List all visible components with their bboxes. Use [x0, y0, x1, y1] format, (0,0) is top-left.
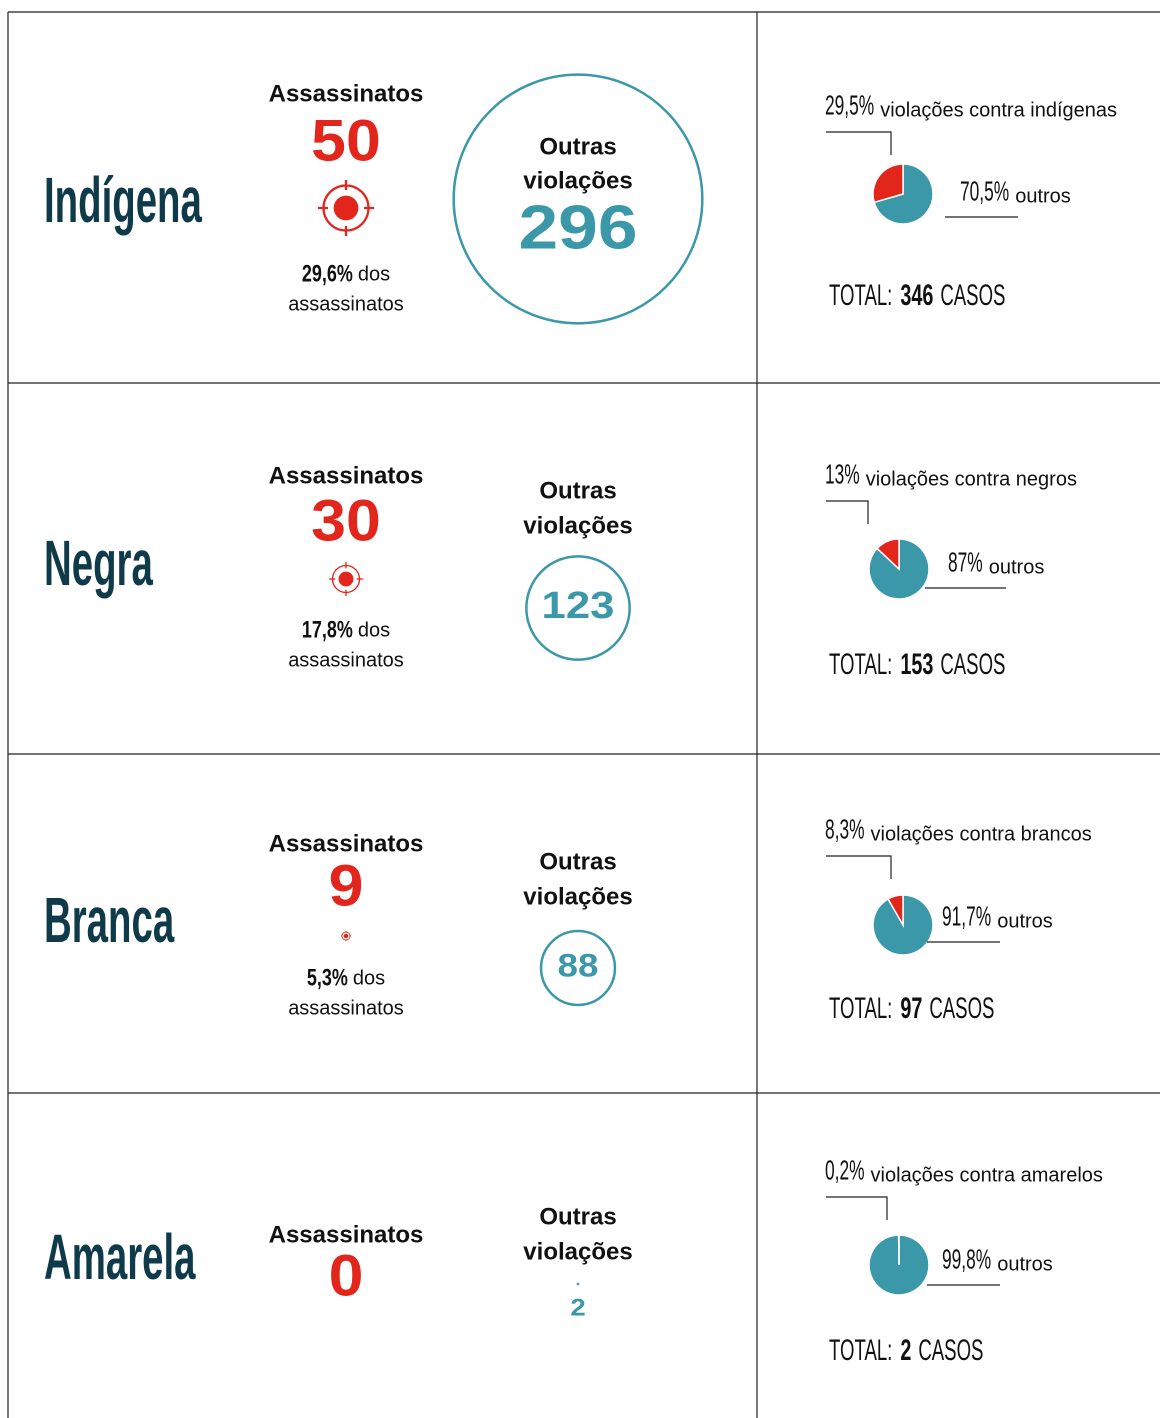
other-circle: [452, 73, 704, 325]
total-unit: CASOS: [918, 1333, 983, 1367]
icon-core: [333, 195, 359, 221]
murders-value: 9: [329, 852, 364, 917]
pie-rest-label: 70,5%: [960, 175, 1009, 206]
pie-slice-share: [887, 894, 904, 928]
icon-core: [338, 571, 354, 587]
murders-share-text: dos: [353, 967, 385, 989]
other-value: 2: [570, 1295, 585, 1321]
murders-share-text: assassinatos: [288, 997, 404, 1019]
murder-icon: [329, 562, 363, 596]
other-title: Outras: [539, 477, 616, 504]
pie-share-text: violações contra negros: [866, 468, 1077, 490]
pie-share-text: violações contra indígenas: [880, 99, 1117, 121]
murder-icon: [340, 930, 352, 942]
other-title: violações: [523, 1238, 632, 1265]
other-title: Outras: [539, 848, 616, 875]
other-title: violações: [523, 167, 632, 194]
pie-rest-text: outros: [997, 1253, 1053, 1275]
murders-title: Assassinatos: [269, 462, 424, 489]
other-circle: [576, 1282, 580, 1286]
total-value: 153: [900, 648, 933, 681]
other-value: 123: [542, 584, 615, 627]
murders-title: Assassinatos: [269, 80, 424, 107]
pie-rest-text: outros: [997, 910, 1053, 932]
other-title: violações: [523, 512, 632, 539]
murders-share: 29,6%: [302, 261, 353, 287]
murder-icon: [317, 179, 375, 237]
pie-share-label: 0,2%: [825, 1154, 865, 1185]
pie-share-label: 8,3%: [825, 813, 865, 844]
row-label: Amarela: [44, 1222, 196, 1294]
pie-share-label: 13%: [825, 458, 860, 489]
row-label: Indígena: [44, 165, 202, 237]
pie-share-text: violações contra brancos: [871, 823, 1092, 845]
pie-rest-text: outros: [1015, 185, 1071, 207]
total-value: 97: [900, 992, 922, 1025]
total-value: 346: [900, 279, 933, 312]
total-label: TOTAL:: [829, 1333, 892, 1367]
other-circle: [539, 929, 617, 1007]
row-label: Branca: [44, 885, 175, 957]
other-value: 88: [558, 949, 599, 984]
other-title: Outras: [539, 1203, 616, 1230]
pie-rest-label: 87%: [948, 546, 983, 577]
total-value: 2: [900, 1334, 911, 1367]
total-label: TOTAL:: [829, 647, 892, 681]
pie-share-text: violações contra amarelos: [871, 1164, 1103, 1186]
total-unit: CASOS: [940, 278, 1005, 312]
other-circle: [525, 555, 631, 661]
total-unit: CASOS: [940, 647, 1005, 681]
total-label: TOTAL:: [829, 278, 892, 312]
other-title: violações: [523, 883, 632, 910]
pie-share-label: 29,5%: [825, 89, 874, 120]
murders-share: 17,8%: [302, 617, 353, 643]
leader-line: [826, 1196, 888, 1220]
leader-line: [826, 855, 892, 879]
pie-slice-share: [872, 163, 904, 204]
row-label: Negra: [44, 528, 153, 600]
murders-share-text: assassinatos: [288, 649, 404, 671]
murders-share-text: dos: [358, 263, 390, 285]
murders-value: 30: [311, 487, 381, 552]
pie-rest-label: 99,8%: [942, 1243, 991, 1274]
icon-core: [343, 933, 349, 939]
murders-share: 5,3%: [307, 965, 348, 991]
total-unit: CASOS: [929, 991, 994, 1025]
other-value: 296: [519, 194, 638, 263]
leader-line: [826, 131, 892, 155]
murders-title: Assassinatos: [269, 1221, 424, 1248]
pie-slice-share: [876, 538, 900, 571]
murders-share-text: assassinatos: [288, 293, 404, 315]
leader-line: [826, 500, 869, 524]
total-label: TOTAL:: [829, 991, 892, 1025]
table-grid: [7, 11, 1160, 1418]
pie-rest-text: outros: [989, 556, 1045, 578]
murders-value: 0: [329, 1242, 364, 1307]
murders-title: Assassinatos: [269, 830, 424, 857]
murders-share-text: dos: [358, 619, 390, 641]
murders-value: 50: [311, 107, 381, 172]
pie-rest-label: 91,7%: [942, 900, 991, 931]
other-title: Outras: [539, 133, 616, 160]
